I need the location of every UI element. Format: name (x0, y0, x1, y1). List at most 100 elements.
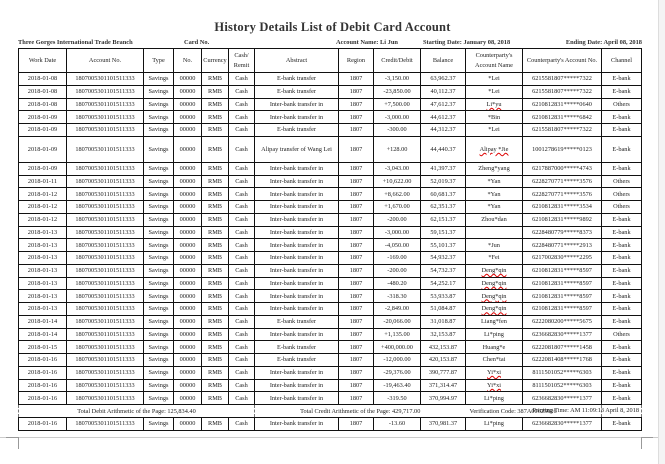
table-cell: Cash (228, 289, 255, 303)
table-cell: 1807005301101511333 (66, 123, 144, 137)
table-cell: E-bank transfer (254, 123, 339, 137)
table-cell: Savings (143, 161, 174, 176)
table-cell: Deng*qin (465, 276, 523, 291)
table-row: 2018-01-13 1807005301101511333 Savings 0000… (18, 263, 642, 278)
table-cell: Cash (228, 161, 255, 176)
table-cell: 31,018.87 (420, 314, 466, 329)
table-cell: Cash (228, 110, 255, 124)
table-cell: Yi*xi (465, 378, 523, 393)
column-header: No. (173, 48, 202, 73)
table-cell: 1807005301101511333 (66, 289, 144, 303)
table-cell: 1807 (338, 174, 374, 189)
table-cell: 54,932.37 (420, 251, 466, 265)
table-cell: Liang*fen (465, 314, 523, 329)
column-header: Balance (420, 48, 466, 73)
table-row: 2018-01-16 1807005301101511333 Savings 0000… (18, 353, 642, 367)
table-cell: 1807 (338, 378, 374, 393)
table-cell: Cash (228, 72, 255, 86)
table-cell: 44,440.37 (420, 135, 466, 163)
table-cell: Li*ping (465, 417, 523, 431)
table-cell: *Lei (465, 123, 523, 137)
table-cell: 6217002830*****2295 (522, 251, 602, 265)
table-cell: 8111501052*****6303 (522, 378, 602, 393)
table-cell: 1807 (338, 327, 374, 342)
table-cell: Zheng*yang (465, 161, 523, 176)
table-cell: Savings (143, 276, 174, 291)
table-cell: 00000 (173, 378, 202, 393)
table-cell: RMB (201, 263, 229, 278)
table-cell: Li*ping (465, 391, 523, 405)
vertical-scrollbar[interactable] (658, 0, 665, 464)
column-header: Counterparty's Account Name (465, 48, 523, 73)
table-cell: RMB (201, 391, 229, 405)
table-cell: 00000 (173, 251, 202, 265)
table-cell: Alipay *Jie (465, 135, 523, 163)
account-name: Account Name: Li Jun (336, 39, 398, 46)
table-cell: Inter-bank transfer in (254, 251, 339, 265)
table-cell: Cash (228, 365, 255, 380)
table-cell: 6217887000*****4743 (522, 161, 602, 176)
table-cell: Cash (228, 378, 255, 393)
table-row: 2018-01-13 1807005301101511333 Savings 0000… (18, 251, 642, 265)
table-cell: 41,397.37 (420, 161, 466, 176)
table-cell: Savings (143, 212, 174, 227)
table-cell: E-bank (601, 276, 642, 291)
table-cell: Others (601, 97, 642, 112)
table-cell: Yi*xi (465, 365, 523, 380)
table-cell: Cash (228, 302, 255, 316)
table-cell: Savings (143, 314, 174, 329)
table-cell: Savings (143, 238, 174, 252)
table-cell: *Yan (465, 200, 523, 214)
table-cell: 51,084.87 (420, 302, 466, 316)
table-cell: E-bank transfer (254, 314, 339, 329)
table-cell: 1807 (338, 72, 374, 86)
column-header: Type (143, 48, 174, 73)
table-cell: +10,622.00 (373, 174, 421, 189)
table-cell: Inter-bank transfer in (254, 276, 339, 291)
table-cell: RMB (201, 251, 229, 265)
table-row: 2018-01-15 1807005301101511333 Savings 0000… (18, 340, 642, 354)
table-cell: Li*yu (465, 97, 523, 112)
table-cell: 6228480779*****8373 (522, 225, 602, 240)
table-cell: 2018-01-16 (18, 417, 67, 431)
table-row: 2018-01-09 1807005301101511333 Savings 0000… (18, 110, 642, 124)
table-cell: Cash (228, 187, 255, 201)
column-header: Cash/ Remit (228, 48, 255, 73)
table-cell: E-bank (601, 302, 642, 316)
table-cell: 55,101.37 (420, 238, 466, 252)
table-cell: 2018-01-13 (18, 302, 67, 316)
table-cell: RMB (201, 353, 229, 367)
table-cell: E-bank (601, 110, 642, 124)
table-cell: E-bank (601, 135, 642, 163)
table-cell: Inter-bank transfer in (254, 225, 339, 240)
table-cell: 1807005301101511333 (66, 174, 144, 189)
table-cell: 371,314.47 (420, 378, 466, 393)
table-cell: 1807005301101511333 (66, 135, 144, 163)
table-cell: 1807005301101511333 (66, 302, 144, 316)
table-cell: E-bank (601, 225, 642, 240)
table-cell: 1807005301101511333 (66, 97, 144, 112)
table-cell: 1807 (338, 161, 374, 176)
table-cell: 1807 (338, 84, 374, 99)
table-cell: 1807 (338, 238, 374, 252)
table-cell: 1807005301101511333 (66, 276, 144, 291)
table-cell: Savings (143, 365, 174, 380)
table-cell: +400,000.00 (373, 340, 421, 354)
table-cell: E-bank (601, 123, 642, 137)
table-cell: +1,135.00 (373, 327, 421, 342)
table-row: 2018-01-09 1807005301101511333 Savings 0000… (18, 135, 642, 163)
table-cell: Cash (228, 314, 255, 329)
table-cell: 6210812831*****6842 (522, 110, 602, 124)
table-cell: 2018-01-14 (18, 314, 67, 329)
table-cell: Inter-bank transfer in (254, 212, 339, 227)
table-cell: 1807 (338, 302, 374, 316)
table-cell: 00000 (173, 212, 202, 227)
table-cell: 53,933.87 (420, 289, 466, 303)
table-cell: 00000 (173, 174, 202, 189)
table-cell: 6210812831*****8597 (522, 276, 602, 291)
table-cell: 62,351.37 (420, 200, 466, 214)
table-cell: 6210812831*****8597 (522, 302, 602, 316)
table-cell: 370,994.97 (420, 391, 466, 405)
table-cell: 00000 (173, 200, 202, 214)
table-row: 2018-01-09 1807005301101511333 Savings 0000… (18, 161, 642, 176)
